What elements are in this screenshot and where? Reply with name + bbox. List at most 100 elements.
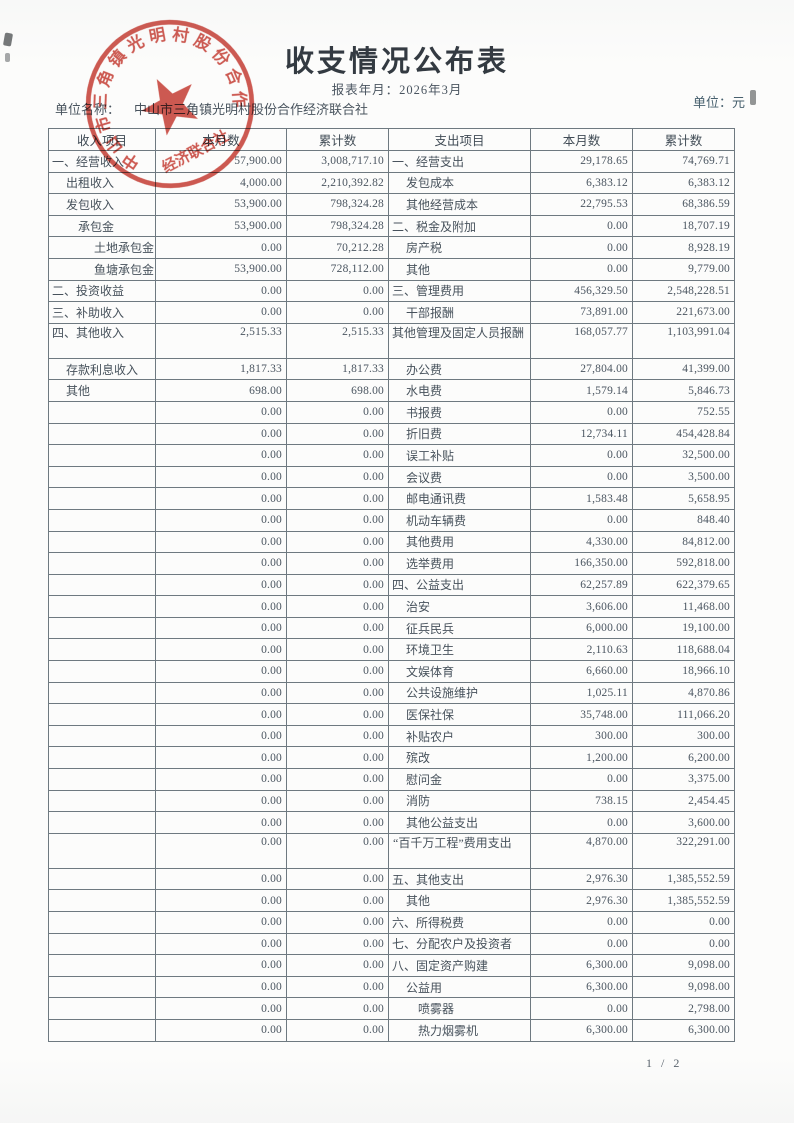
- income-month-cell: 0.00: [155, 911, 287, 934]
- expense-month-cell: 1,579.14: [530, 379, 633, 402]
- income-item-cell: 存款利息收入: [48, 357, 156, 381]
- income-month-cell: 1,817.33: [155, 357, 287, 381]
- page-indicator: 1 / 2: [646, 1056, 683, 1070]
- table-row: 0.00 0.00 殡改 1,200.00 6,200.00: [48, 746, 735, 770]
- income-total-cell: 0.00: [286, 681, 389, 705]
- expense-item-cell: 喷雾器: [388, 997, 531, 1020]
- income-total-cell: 0.00: [286, 487, 389, 510]
- expense-item-cell: 热力烟雾机: [388, 1018, 531, 1042]
- expense-item-cell: 治安: [388, 595, 531, 618]
- scan-artifact: [750, 90, 756, 105]
- income-item-cell: 鱼塘承包金: [48, 257, 156, 281]
- table-row: 其他 698.00 698.00 水电费 1,579.14 5,846.73: [48, 379, 735, 402]
- expense-total-cell: 1,385,552.59: [632, 889, 735, 912]
- income-item-cell: [48, 832, 156, 869]
- expense-total-cell: 221,673.00: [632, 301, 735, 324]
- income-month-cell: 53,900.00: [155, 214, 287, 238]
- income-expense-table: 收入项目 本月数 累计数 支出项目 本月数 累计数 一、经营收入 57,900.0…: [48, 128, 735, 1042]
- income-month-cell: 4,000.00: [155, 171, 287, 195]
- expense-month-cell: 6,383.12: [530, 171, 633, 195]
- expense-total-cell: 322,291.00: [632, 832, 735, 869]
- table-row: 0.00 0.00 公益用 6,300.00 9,098.00: [48, 975, 735, 999]
- expense-item-cell: 慰问金: [388, 768, 531, 791]
- table-row: 鱼塘承包金 53,900.00 728,112.00 其他 0.00 9,779.00: [48, 257, 735, 281]
- expense-total-cell: 68,386.59: [632, 193, 735, 216]
- income-total-cell: 2,515.33: [286, 322, 389, 359]
- expense-month-cell: 62,257.89: [530, 573, 633, 597]
- income-item-cell: [48, 975, 156, 999]
- expense-month-cell: 4,330.00: [530, 530, 633, 554]
- income-total-cell: 0.00: [286, 1018, 389, 1042]
- expense-month-cell: 6,000.00: [530, 616, 633, 640]
- income-total-cell: 0.00: [286, 932, 389, 956]
- expense-month-cell: 0.00: [530, 214, 633, 238]
- table-header-row: 收入项目 本月数 累计数 支出项目 本月数 累计数: [48, 128, 735, 151]
- report-period: 报表年月：2026年3月: [331, 83, 463, 97]
- income-month-cell: 0.00: [155, 465, 287, 489]
- scan-artifact: [5, 53, 10, 62]
- page-title: 收支情况公布表: [284, 46, 509, 78]
- expense-total-cell: 2,454.45: [632, 789, 735, 813]
- income-item-cell: [48, 487, 156, 510]
- expense-total-cell: 592,818.00: [632, 552, 735, 575]
- expense-item-cell: 一、经营支出: [388, 150, 531, 173]
- income-item-cell: 承包金: [48, 214, 156, 238]
- expense-item-cell: 二、税金及附加: [388, 214, 531, 238]
- expense-item-cell: 其他管理及固定人员报酬: [388, 322, 531, 359]
- table-row: 出租收入 4,000.00 2,210,392.82 发包成本 6,383.12 6,38…: [48, 171, 735, 195]
- expense-month-cell: 166,350.00: [530, 552, 633, 575]
- income-item-cell: [48, 465, 156, 489]
- income-month-cell: 0.00: [155, 616, 287, 640]
- table-row: 0.00 0.00 消防 738.15 2,454.45: [48, 789, 735, 813]
- income-total-cell: 0.00: [286, 465, 389, 489]
- income-item-cell: [48, 768, 156, 791]
- expense-month-cell: 3,606.00: [530, 595, 633, 618]
- expense-item-cell: 其他公益支出: [388, 811, 531, 834]
- income-item-cell: [48, 724, 156, 748]
- income-total-cell: 0.00: [286, 552, 389, 575]
- expense-total-cell: 2,798.00: [632, 997, 735, 1020]
- income-total-cell: 0.00: [286, 573, 389, 597]
- income-total-cell: 3,008,717.10: [286, 150, 389, 173]
- table-row: 存款利息收入 1,817.33 1,817.33 办公费 27,804.00 41,399…: [48, 357, 735, 381]
- income-month-cell: 0.00: [155, 279, 287, 303]
- expense-total-cell: 19,100.00: [632, 616, 735, 640]
- seal-star-icon: [141, 79, 198, 136]
- income-item-cell: 土地承包金: [48, 236, 156, 259]
- expense-month-cell: 0.00: [530, 997, 633, 1020]
- income-item-cell: 二、投资收益: [48, 279, 156, 303]
- table-row: 0.00 0.00 其他费用 4,330.00 84,812.00: [48, 530, 735, 554]
- expense-item-cell: 发包成本: [388, 171, 531, 195]
- expense-month-cell: 0.00: [530, 811, 633, 834]
- income-total-cell: 0.00: [286, 660, 389, 683]
- income-month-cell: 0.00: [155, 530, 287, 554]
- expense-item-cell: 文娱体育: [388, 660, 531, 683]
- income-month-cell: 0.00: [155, 595, 287, 618]
- expense-month-cell: 300.00: [530, 724, 633, 748]
- expense-month-cell: 0.00: [530, 911, 633, 934]
- income-total-cell: 798,324.28: [286, 214, 389, 238]
- expense-total-cell: 18,707.19: [632, 214, 735, 238]
- income-total-cell: 0.00: [286, 954, 389, 977]
- income-total-cell: 0.00: [286, 444, 389, 467]
- income-item-cell: [48, 932, 156, 956]
- expense-total-cell: 3,500.00: [632, 465, 735, 489]
- table-row: 0.00 0.00 公共设施维护 1,025.11 4,870.86: [48, 681, 735, 705]
- expense-item-cell: 征兵民兵: [388, 616, 531, 640]
- income-month-cell: 698.00: [155, 379, 287, 402]
- expense-item-cell: 误工补贴: [388, 444, 531, 467]
- expense-total-cell: 0.00: [632, 911, 735, 934]
- income-item-cell: [48, 911, 156, 934]
- table-row: 0.00 0.00 会议费 0.00 3,500.00: [48, 465, 735, 489]
- expense-month-cell: 0.00: [530, 465, 633, 489]
- income-total-cell: 0.00: [286, 789, 389, 813]
- header-expense-total: 累计数: [632, 128, 735, 151]
- table-row: 0.00 0.00 “百千万工程”费用支出 4,870.00 322,291.00: [48, 832, 735, 869]
- table-row: 二、投资收益 0.00 0.00 三、管理费用 456,329.50 2,548,228.…: [48, 279, 735, 303]
- income-total-cell: 0.00: [286, 638, 389, 662]
- income-total-cell: 798,324.28: [286, 193, 389, 216]
- table-row: 一、经营收入 57,900.00 3,008,717.10 一、经营支出 29,178.…: [48, 150, 735, 173]
- expense-item-cell: 其他经营成本: [388, 193, 531, 216]
- expense-month-cell: 2,110.63: [530, 638, 633, 662]
- expense-month-cell: 1,200.00: [530, 746, 633, 770]
